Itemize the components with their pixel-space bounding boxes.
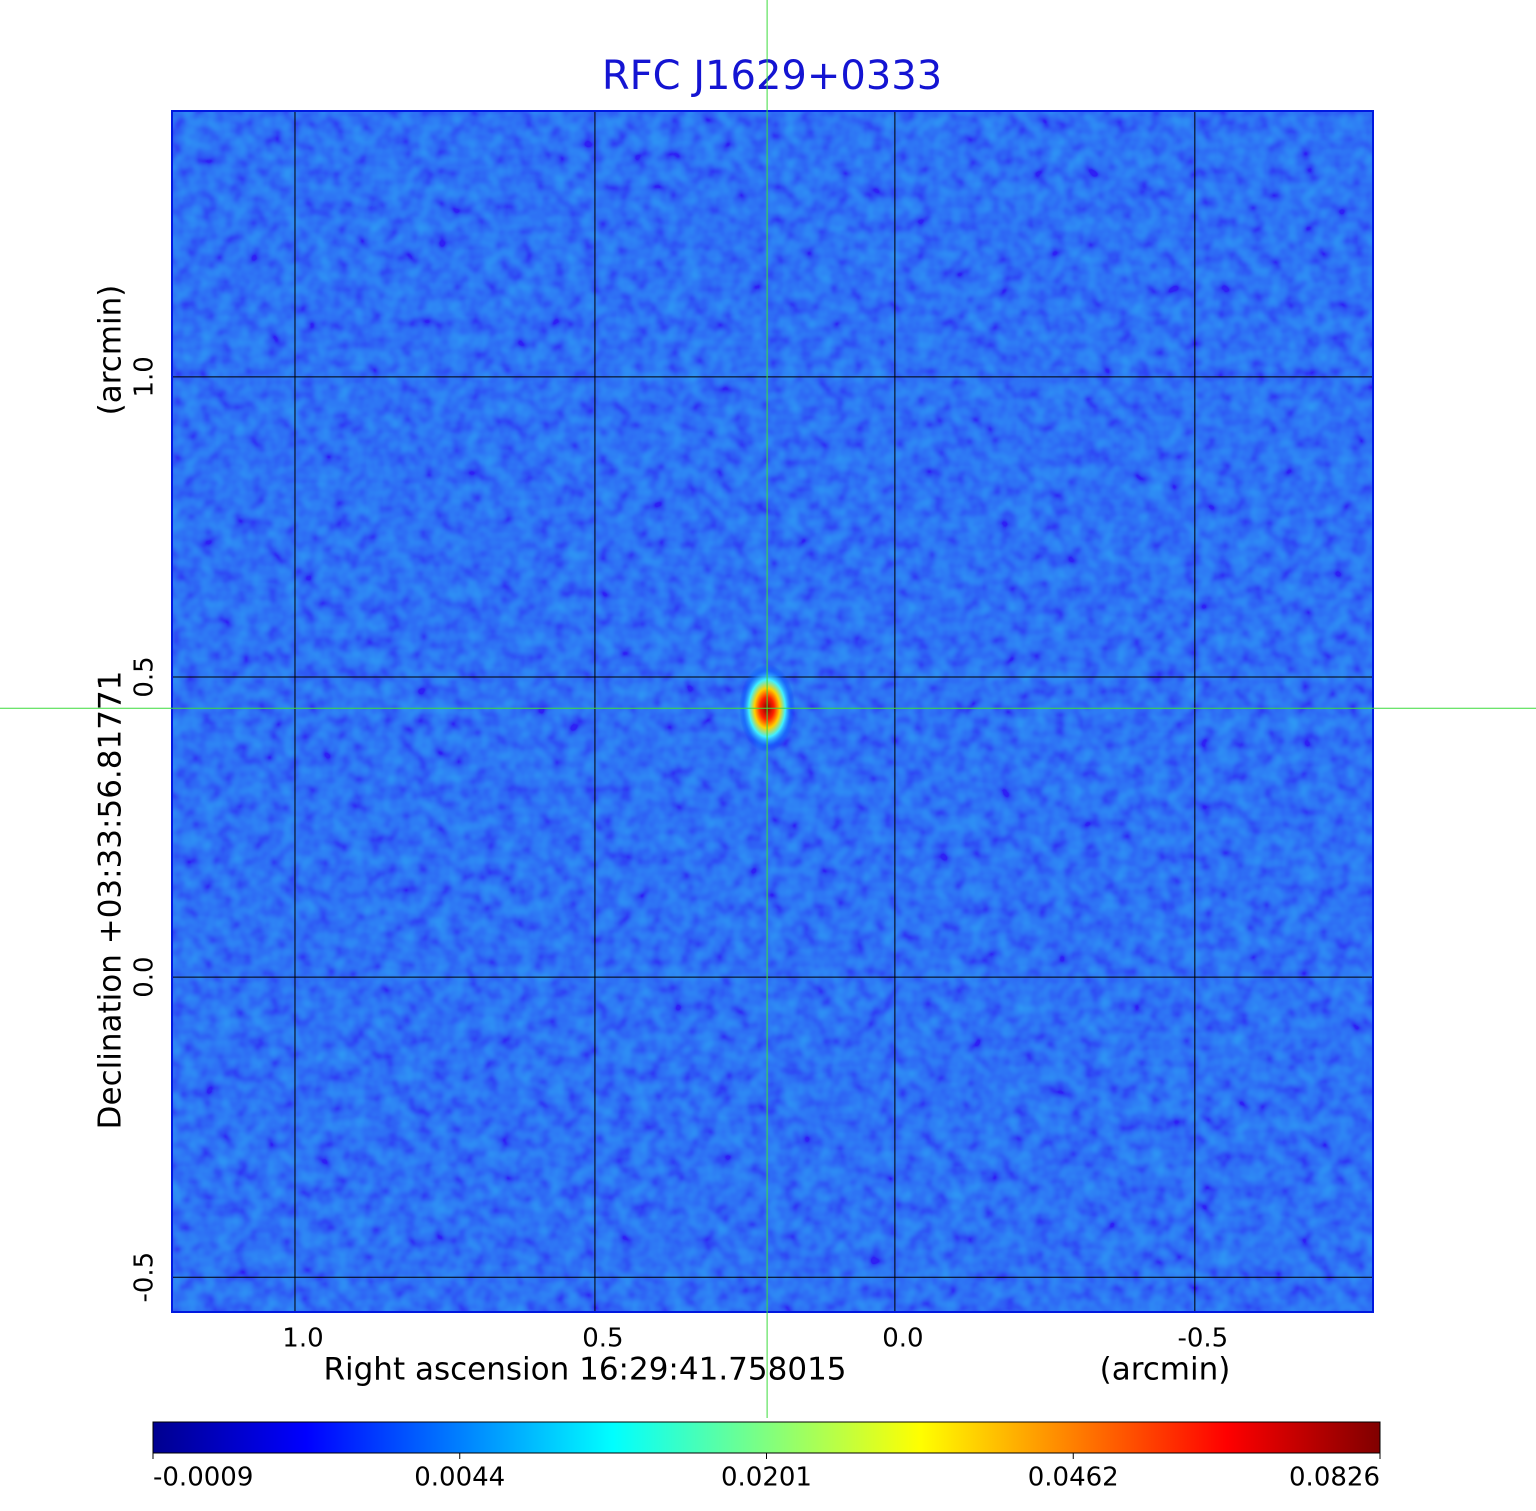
colorbar-tick-label: 0.0462 [1028, 1463, 1119, 1493]
y-tick-label: 0.0 [130, 956, 160, 997]
y-tick-label: 1.0 [130, 356, 160, 397]
plot-frame [171, 110, 1374, 1313]
x-tick-label: 1.0 [282, 1324, 323, 1354]
colorbar [152, 1421, 1381, 1454]
colorbar-tick-label: 0.0201 [721, 1463, 812, 1493]
y-tick-label: 0.5 [130, 656, 160, 697]
colorbar-tick-label: 0.0826 [1289, 1463, 1380, 1493]
x-tick-label: -0.5 [1177, 1324, 1228, 1354]
chart-title: RFC J1629+0333 [602, 53, 942, 99]
x-tick-label: 0.0 [882, 1324, 923, 1354]
y-axis-unit: (arcmin) [93, 285, 129, 416]
y-tick-label: -0.5 [130, 1252, 160, 1303]
x-axis-label: Right ascension 16:29:41.758015 [323, 1352, 846, 1388]
x-axis-unit: (arcmin) [1100, 1352, 1231, 1388]
colorbar-tick-label: 0.0044 [414, 1463, 505, 1493]
y-axis-label: Declination +03:33:56.81771 [93, 671, 129, 1130]
x-tick-label: 0.5 [582, 1324, 623, 1354]
colorbar-tick-label: -0.0009 [153, 1463, 253, 1493]
